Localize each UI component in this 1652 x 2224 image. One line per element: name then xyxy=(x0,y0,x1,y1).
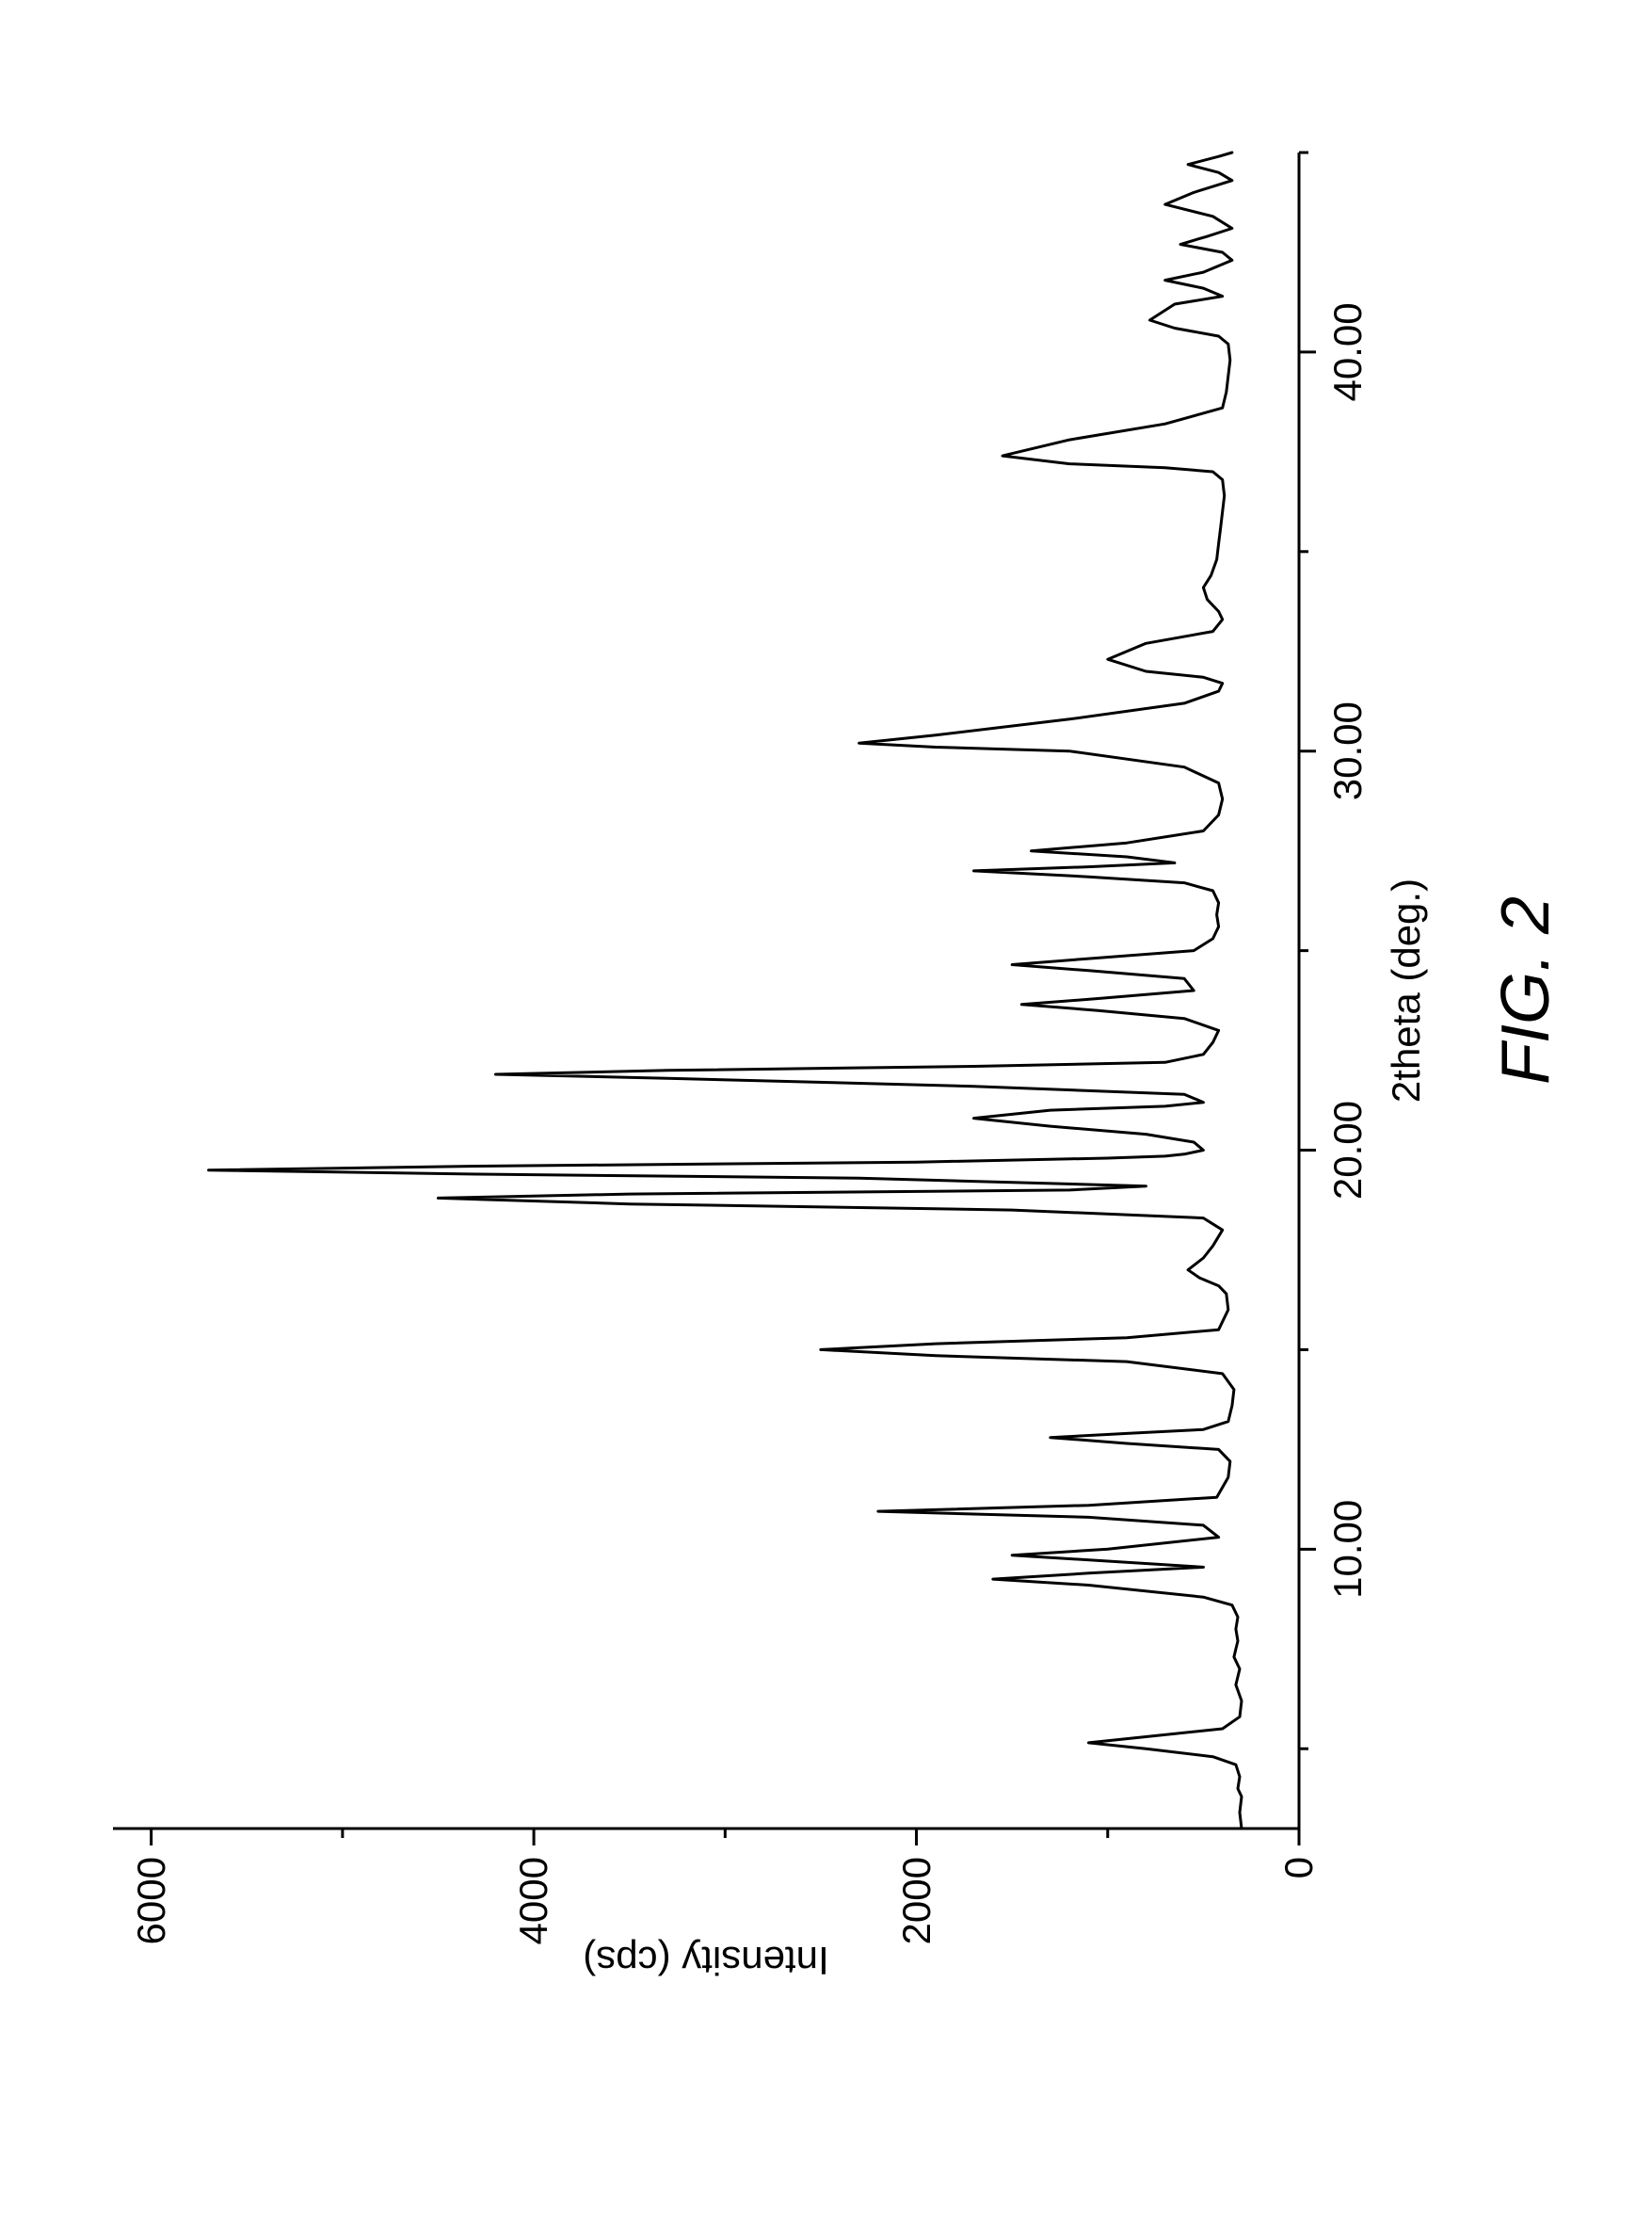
x-axis-title: 2theta (deg.) xyxy=(1384,878,1429,1103)
y-tick-label: 6000 xyxy=(129,1857,174,1944)
x-tick-label: 30.00 xyxy=(1325,701,1371,800)
x-tick-label: 40.00 xyxy=(1325,302,1371,401)
y-tick-label: 0 xyxy=(1276,1857,1322,1878)
y-tick-label: 2000 xyxy=(894,1857,939,1944)
figure-caption: FIG. 2 xyxy=(1487,896,1564,1085)
chart-canvas xyxy=(0,0,1652,2224)
xrd-chart: 10.00 20.00 30.00 40.00 0 2000 4000 6000 2theta … xyxy=(0,0,1652,2224)
y-tick-label: 4000 xyxy=(511,1857,556,1944)
x-tick-label: 10.00 xyxy=(1325,1500,1371,1599)
y-axis-title: Intensity (cps) xyxy=(583,1938,828,1983)
x-tick-label: 20.00 xyxy=(1325,1101,1371,1200)
